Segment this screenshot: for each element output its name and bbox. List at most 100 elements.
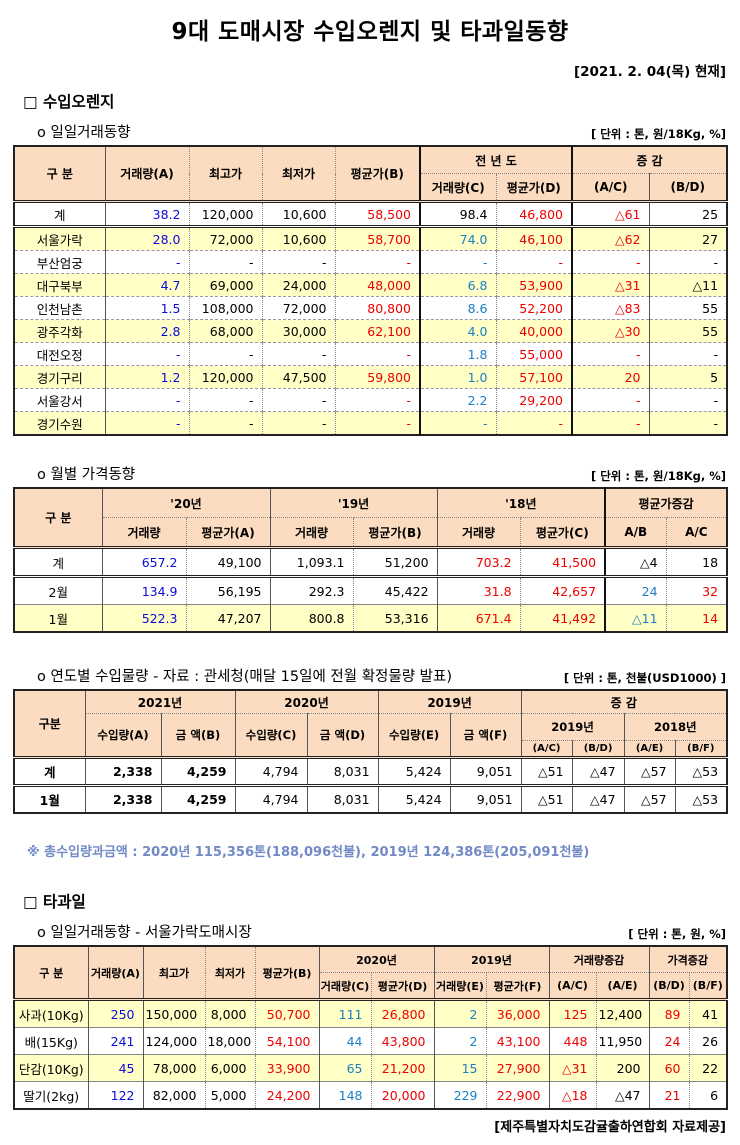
cell: 4,259 — [160, 756, 236, 787]
cell: 5,000 — [204, 1081, 255, 1109]
cell: 60 — [648, 1054, 690, 1082]
cell: - — [261, 342, 335, 366]
cell: 56,195 — [185, 576, 271, 605]
cell: 41,500 — [519, 546, 606, 578]
cell: 21 — [648, 1081, 690, 1109]
subsection-yearly-import: o 연도별 수입물량 - 자료 : 관세청(매달 15일에 전월 확정물량 발표… — [37, 669, 453, 685]
cell: 51,200 — [352, 546, 438, 578]
column-header: (A/C) — [548, 972, 596, 1000]
cell: - — [495, 250, 573, 274]
cell: △57 — [623, 756, 676, 787]
cell: 18,000 — [204, 1027, 255, 1055]
section-heading-other-fruits: □ 타과일 — [23, 893, 86, 911]
cell: 11,950 — [595, 1027, 650, 1055]
cell: 6.8 — [419, 273, 496, 297]
cell: 657.2 — [101, 546, 186, 578]
cell: 14 — [665, 604, 728, 632]
column-header: 최저가 — [261, 146, 335, 202]
table-row: 2월 134.9 56,195 292.3 45,422 31.8 42,657 24 32 — [14, 576, 728, 605]
cell: △11 — [604, 604, 667, 632]
cell: 800.8 — [269, 604, 354, 632]
cell: △53 — [674, 756, 728, 787]
cell: 28.0 — [104, 226, 189, 251]
section-heading-import-orange: □ 수입오렌지 — [23, 93, 115, 111]
cell: - — [648, 342, 728, 366]
subsection-fruit-daily: o 일일거래동향 - 서울가락도매시장 — [37, 925, 252, 941]
column-header: 수입량(E) — [377, 713, 451, 758]
cell: - — [334, 342, 420, 366]
column-header: 금 액(B) — [160, 713, 236, 758]
column-header: (B/F) — [674, 740, 728, 758]
unit-label-monthly: [ 단위 : 톤, 원/18Kg, %] — [590, 469, 726, 483]
cell: 1.2 — [104, 365, 189, 389]
column-header: (B/D) — [571, 740, 625, 758]
row-label: 경기구리 — [14, 365, 105, 389]
column-header: 평균가(D) — [495, 173, 573, 202]
cell: 29,200 — [495, 388, 573, 412]
unit-label-yearly: [ 단위 : 톤, 천불(USD1000) ] — [563, 671, 726, 685]
cell: - — [648, 388, 728, 412]
cell: 8.6 — [419, 296, 496, 320]
column-header: 구 분 — [14, 146, 105, 202]
column-header: (B/D) — [648, 173, 728, 202]
column-header: 구 분 — [14, 946, 88, 1000]
cell: 31.8 — [436, 576, 521, 605]
unit-label-daily: [ 단위 : 톤, 원/18Kg, %] — [590, 127, 726, 141]
column-header: 평균가(D) — [370, 972, 434, 1000]
table-row: 경기구리 1.2 120,000 47,500 59,800 1.0 57,100 20 5 — [14, 365, 728, 389]
cell: 124,000 — [142, 1027, 205, 1055]
column-header: (B/F) — [688, 972, 728, 1000]
cell: 45 — [87, 1054, 143, 1082]
cell: 5,424 — [377, 785, 451, 813]
cell: 671.4 — [436, 604, 521, 632]
cell: 45,422 — [352, 576, 438, 605]
cell: 522.3 — [101, 604, 186, 632]
cell: 2,338 — [84, 756, 161, 787]
cell: 24 — [604, 576, 667, 605]
cell: △31 — [548, 1054, 596, 1082]
cell: 22,900 — [485, 1081, 549, 1109]
cell: - — [419, 250, 496, 274]
column-header: 구분 — [14, 690, 85, 758]
cell: - — [188, 388, 262, 412]
cell: 6,000 — [204, 1054, 255, 1082]
column-header: 수입량(A) — [84, 713, 161, 758]
row-label: 2월 — [14, 576, 102, 605]
column-header: 금 액(F) — [449, 713, 522, 758]
cell: 120,000 — [188, 200, 262, 228]
table-row: 대구북부 4.7 69,000 24,000 48,000 6.8 53,900 △31 △11 — [14, 273, 728, 297]
cell: 2,338 — [84, 785, 161, 813]
cell: △47 — [595, 1081, 650, 1109]
cell: 55,000 — [495, 342, 573, 366]
column-header: (A/E) — [623, 740, 676, 758]
cell: △61 — [571, 200, 650, 228]
cell: △83 — [571, 296, 650, 320]
column-header: 거래량(A) — [87, 946, 143, 1000]
column-header: 평균가(B) — [334, 146, 420, 202]
cell: 448 — [548, 1027, 596, 1055]
cell: 44 — [318, 1027, 371, 1055]
cell: 134.9 — [101, 576, 186, 605]
cell: 111 — [318, 998, 371, 1028]
cell: - — [261, 388, 335, 412]
cell: 55 — [648, 296, 728, 320]
table-row: 1월 2,338 4,259 4,794 8,031 5,424 9,051 △51 △47 △5… — [14, 785, 728, 813]
cell: 5 — [648, 365, 728, 389]
cell: △57 — [623, 785, 676, 813]
row-label: 대구북부 — [14, 273, 105, 297]
cell: 25 — [648, 200, 728, 228]
cell: △47 — [571, 756, 625, 787]
cell: - — [571, 411, 650, 435]
cell: - — [571, 388, 650, 412]
row-label: 계 — [14, 200, 105, 228]
column-header: A/B — [604, 517, 667, 548]
cell: △4 — [604, 546, 667, 578]
cell: 292.3 — [269, 576, 354, 605]
cell: 80,800 — [334, 296, 420, 320]
cell: △30 — [571, 319, 650, 343]
cell: △53 — [674, 785, 728, 813]
monthly-price-table-container: 구 분 '20년 '19년 '18년 평균가증감 거래량 평균가(A) 거래량 평균가(B) 거래… — [13, 487, 729, 633]
row-label: 부산엄궁 — [14, 250, 105, 274]
cell: - — [648, 411, 728, 435]
table-row: 대전오정 - - - -1.8 55,000- - — [14, 342, 728, 366]
